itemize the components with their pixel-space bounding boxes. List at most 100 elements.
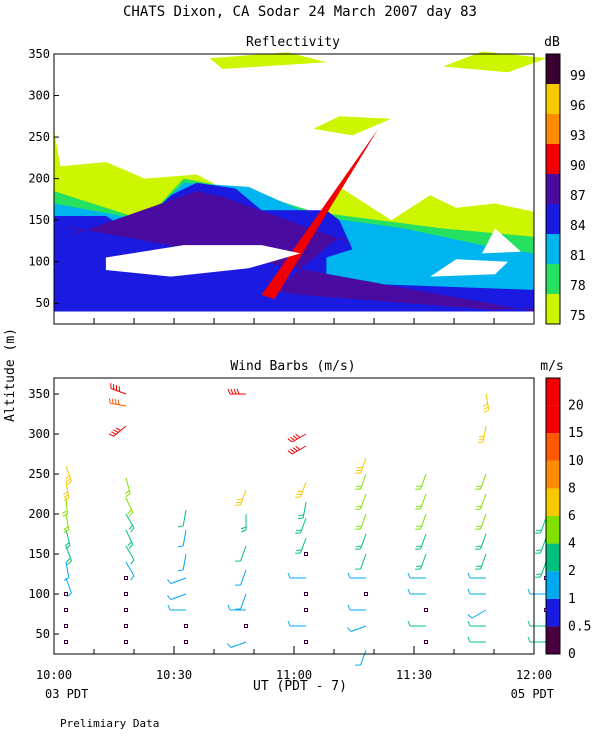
- reflectivity-ytick-label-100: 100: [28, 255, 50, 269]
- wind-barb-6: [65, 545, 72, 565]
- wind-barb-39: [235, 545, 247, 562]
- wind-calm-marker-1: [64, 624, 68, 628]
- wind-barb-25: [110, 383, 127, 395]
- wind-calm-marker-0: [64, 640, 68, 644]
- wind-barb-50: [295, 517, 307, 534]
- reflectivity-colorbar-label-78: 78: [570, 279, 586, 294]
- reflectivity-ytick-label-250: 250: [28, 130, 50, 144]
- wind-colorbar-swatch-6: [546, 460, 560, 489]
- wind-barb-85: [475, 473, 487, 490]
- wind-calm-marker-27: [184, 624, 188, 628]
- reflectivity-region-3: [313, 116, 392, 136]
- wind-barbs-title: Wind Barbs (m/s): [230, 359, 355, 374]
- wind-barb-87: [482, 393, 490, 414]
- wind-barb-54: [287, 433, 307, 443]
- wind-barb-86: [477, 425, 487, 444]
- reflectivity-colorbar-label-93: 93: [570, 129, 586, 144]
- wind-colorbar-label-5: 6: [568, 509, 576, 524]
- wind-barb-61: [355, 533, 367, 550]
- wind-barb-91: [527, 588, 546, 595]
- wind-barb-94: [535, 537, 547, 554]
- wind-barb-64: [355, 473, 367, 490]
- reflectivity-plot-area: [54, 51, 547, 312]
- reflectivity-colorbar-label-84: 84: [570, 219, 586, 234]
- wind-barb-28: [167, 604, 186, 611]
- wind-barb-21: [125, 497, 134, 517]
- wind-barb-4: [65, 577, 72, 597]
- wind-ytick-label-100: 100: [28, 587, 50, 601]
- reflectivity-gap-0: [105, 245, 301, 277]
- wind-barb-74: [415, 493, 427, 510]
- wind-barbs-plot-area: [62, 383, 548, 666]
- wind-barb-33: [177, 509, 187, 528]
- wind-barb-56: [347, 625, 367, 632]
- wind-calm-marker-3: [64, 592, 68, 596]
- wind-barb-20: [125, 513, 135, 533]
- reflectivity-colorbar-swatch-87: [546, 174, 560, 204]
- reflectivity-colorbar-label-96: 96: [570, 99, 586, 114]
- wind-barb-82: [475, 533, 487, 550]
- wind-colorbar-swatch-8: [546, 405, 560, 434]
- reflectivity-colorbar-label-81: 81: [570, 249, 586, 264]
- wind-barb-69: [407, 588, 426, 595]
- reflectivity-colorbar-unit: dB: [544, 35, 560, 50]
- wind-barbs-y-axis: 50 100 150 200 250 300 350: [28, 387, 59, 641]
- wind-barb-41: [235, 489, 247, 506]
- wind-barb-80: [467, 572, 486, 579]
- wind-barbs-frame: [53, 377, 535, 655]
- wind-barbs-colorbar: 0 0.5 1 2 4 6 8 10 15 20: [545, 377, 591, 662]
- x-axis-end-note: 05 PDT: [511, 687, 554, 701]
- wind-barb-8: [63, 513, 70, 534]
- wind-barb-36: [227, 604, 246, 611]
- x-tick-label-0: 10:00: [36, 668, 72, 682]
- x-tick-label-1: 10:30: [156, 668, 192, 682]
- wind-calm-marker-16: [124, 576, 128, 580]
- reflectivity-colorbar-frame: [545, 53, 561, 325]
- wind-barb-88: [527, 636, 546, 643]
- x-axis-start-note: 03 PDT: [45, 687, 88, 701]
- reflectivity-region-2: [443, 51, 547, 73]
- x-tick-label-4: 12:00: [516, 668, 552, 682]
- wind-barb-44: [287, 620, 306, 627]
- wind-barbs-x-axis: 10:00 10:30 11:00 11:30 12:00: [36, 646, 552, 682]
- reflectivity-region-1: [209, 52, 327, 69]
- wind-colorbar-swatch-0: [546, 626, 560, 654]
- wind-barb-29: [167, 593, 187, 600]
- wind-barb-72: [415, 533, 427, 550]
- wind-barb-83: [475, 513, 487, 530]
- reflectivity-colorbar-label-90: 90: [570, 159, 586, 174]
- x-tick-label-3: 11:30: [396, 668, 432, 682]
- wind-colorbar-swatch-9: [546, 378, 560, 406]
- reflectivity-colorbar-swatch-90: [546, 144, 560, 174]
- wind-barb-62: [355, 513, 367, 530]
- wind-barb-81: [475, 553, 487, 570]
- wind-barb-30: [167, 577, 187, 584]
- wind-barb-70: [407, 572, 426, 579]
- wind-barb-89: [527, 620, 546, 627]
- wind-barb-9: [62, 497, 68, 517]
- wind-barb-51: [297, 501, 307, 520]
- reflectivity-colorbar-label-99: 99: [570, 69, 586, 84]
- wind-barb-84: [475, 493, 487, 510]
- wind-barb-79: [467, 588, 486, 595]
- wind-barb-34: [227, 641, 247, 648]
- footer-note: Prelimiary Data: [60, 717, 159, 730]
- wind-barb-60: [355, 553, 367, 570]
- reflectivity-ytick-label-300: 300: [28, 89, 50, 103]
- wind-barb-24: [108, 397, 127, 407]
- wind-colorbar-label-9: 20: [568, 399, 584, 414]
- wind-ytick-label-350: 350: [28, 387, 50, 401]
- wind-calm-marker-66: [424, 640, 428, 644]
- wind-barb-19: [125, 529, 134, 549]
- wind-barb-57: [347, 604, 366, 611]
- figure-title: CHATS Dixon, CA Sodar 24 March 2007 day …: [123, 4, 477, 20]
- reflectivity-ytick-label-200: 200: [28, 172, 50, 186]
- wind-ytick-label-250: 250: [28, 467, 50, 481]
- x-tick-label-2: 11:00: [276, 668, 312, 682]
- wind-colorbar-label-8: 15: [568, 426, 584, 441]
- wind-calm-marker-26: [184, 640, 188, 644]
- wind-barb-65: [355, 457, 367, 474]
- reflectivity-colorbar-label-75: 75: [570, 309, 586, 324]
- wind-colorbar-label-3: 2: [568, 564, 576, 579]
